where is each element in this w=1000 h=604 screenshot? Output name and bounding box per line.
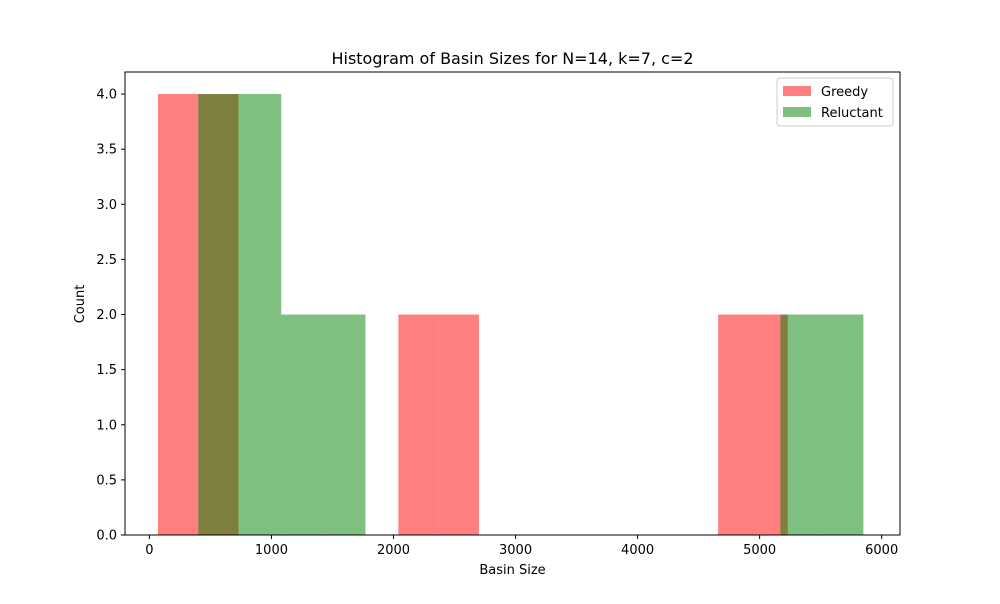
y-tick-label: 3.5 bbox=[96, 143, 117, 158]
bar-reluctant-14 bbox=[780, 314, 822, 535]
axes-frame bbox=[124, 71, 901, 536]
y-tick-label: 1.0 bbox=[96, 418, 117, 433]
y-tick-label: 0.5 bbox=[96, 473, 117, 488]
chart-title: Histogram of Basin Sizes for N=14, k=7, … bbox=[331, 49, 693, 68]
bar-reluctant-2 bbox=[281, 314, 323, 535]
x-tick-label: 1000 bbox=[255, 543, 288, 558]
bar-reluctant-3 bbox=[322, 314, 366, 535]
x-tick-label: 4000 bbox=[621, 543, 654, 558]
legend-label-reluctant: Reluctant bbox=[821, 106, 883, 121]
y-tick-label: 0.0 bbox=[96, 529, 117, 544]
y-tick-label: 2.5 bbox=[96, 253, 117, 268]
y-tick-label: 3.0 bbox=[96, 198, 117, 213]
bar-reluctant-1 bbox=[239, 94, 282, 536]
x-tick-label: 0 bbox=[145, 543, 153, 558]
y-tick-label: 1.5 bbox=[96, 363, 117, 378]
y-tick-label: 4.0 bbox=[96, 88, 117, 103]
bar-greedy-14 bbox=[718, 314, 759, 535]
x-tick-label: 6000 bbox=[865, 543, 898, 558]
legend-swatch-reluctant bbox=[783, 107, 811, 117]
legend-label-greedy: Greedy bbox=[821, 85, 868, 100]
legend-swatch-greedy bbox=[783, 86, 811, 96]
x-tick-label: 3000 bbox=[499, 543, 532, 558]
legend: Greedy Reluctant bbox=[776, 77, 894, 127]
bar-greedy-6 bbox=[398, 314, 439, 535]
bar-reluctant-15 bbox=[821, 314, 864, 535]
y-axis-ticks: 0.0 0.5 1.0 1.5 2.0 2.5 3.0 3.5 4.0 bbox=[96, 88, 125, 544]
x-tick-label: 2000 bbox=[377, 543, 410, 558]
bar-greedy-0 bbox=[157, 94, 199, 536]
bar-reluctant-0 bbox=[198, 94, 240, 536]
y-axis-label: Count bbox=[73, 285, 88, 324]
x-axis-label: Basin Size bbox=[479, 563, 545, 578]
x-tick-label: 5000 bbox=[743, 543, 776, 558]
y-tick-label: 2.0 bbox=[96, 308, 117, 323]
bar-greedy-7 bbox=[438, 314, 479, 535]
bars-layer bbox=[157, 94, 864, 536]
x-axis-ticks: 0 1000 2000 3000 4000 5000 6000 bbox=[145, 535, 898, 558]
